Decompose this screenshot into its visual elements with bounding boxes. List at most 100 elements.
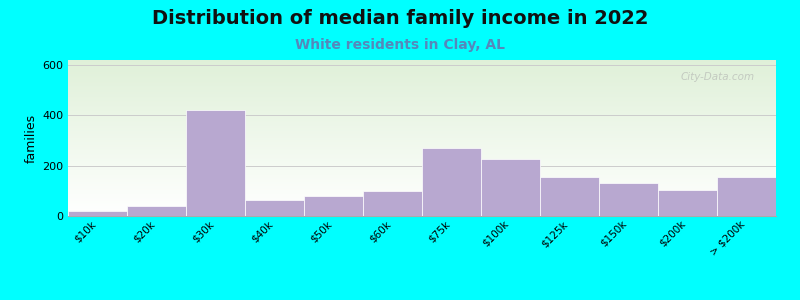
Bar [68,109,776,110]
Bar [68,213,776,214]
Bar [68,119,776,120]
Bar [68,96,776,97]
Bar [68,84,776,85]
Bar [68,142,776,143]
Bar [68,173,776,174]
Bar [68,79,776,80]
Bar [68,180,776,181]
Bar [68,158,776,159]
Bar [68,131,776,132]
Bar [68,148,776,149]
Bar [68,189,776,190]
Bar [68,115,776,116]
Bar [68,211,776,212]
Bar [68,170,776,171]
Bar [68,111,776,112]
Bar [68,204,776,205]
Bar [68,97,776,98]
Bar [481,159,540,216]
Text: White residents in Clay, AL: White residents in Clay, AL [295,38,505,52]
Bar [68,134,776,135]
Bar [68,188,776,189]
Bar [68,81,776,82]
Bar [68,75,776,76]
Bar [68,192,776,193]
Bar [68,70,776,71]
Bar [68,187,776,188]
Bar [68,89,776,90]
Bar [68,164,776,165]
Bar [68,103,776,104]
Bar [68,174,776,175]
Bar [68,61,776,62]
Bar [717,177,776,216]
Bar [68,163,776,164]
Bar [68,153,776,154]
Bar [68,200,776,201]
Bar [245,200,304,216]
Bar [186,110,245,216]
Bar [68,92,776,93]
Bar [68,202,776,203]
Bar [68,155,776,156]
Bar [68,83,776,84]
Bar [68,86,776,87]
Bar [68,185,776,186]
Bar [68,129,776,130]
Bar [68,104,776,105]
Bar [68,71,776,72]
Bar [304,196,363,216]
Bar [68,63,776,64]
Bar [68,102,776,103]
Bar [68,144,776,145]
Bar [68,157,776,158]
Bar [422,148,481,216]
Bar [68,100,776,101]
Bar [68,67,776,68]
Bar [68,159,776,160]
Bar [68,214,776,215]
Bar [68,117,776,118]
Bar [68,156,776,157]
Text: Distribution of median family income in 2022: Distribution of median family income in … [152,9,648,28]
Bar [68,162,776,163]
Bar [68,94,776,95]
Bar [68,168,776,169]
Bar [68,122,776,123]
Bar [68,198,776,199]
Bar [68,207,776,208]
Bar [68,179,776,180]
Bar [68,137,776,138]
Bar [68,215,776,216]
Bar [68,167,776,168]
Bar [127,206,186,216]
Bar [68,128,776,129]
Bar [68,199,776,200]
Bar [68,113,776,114]
Bar [68,98,776,99]
Bar [68,72,776,73]
Bar [68,143,776,144]
Bar [68,182,776,183]
Bar [599,183,658,216]
Bar [68,190,776,191]
Bar [68,160,776,161]
Bar [68,132,776,133]
Bar [68,69,776,70]
Bar [68,208,776,209]
Bar [68,146,776,147]
Bar [68,197,776,198]
Bar [68,123,776,124]
Bar [68,201,776,202]
Bar [68,151,776,152]
Bar [68,169,776,170]
Bar [68,118,776,119]
Bar [68,116,776,117]
Bar [68,60,776,61]
Bar [68,176,776,177]
Bar [68,77,776,78]
Text: City-Data.com: City-Data.com [681,73,754,82]
Bar [68,114,776,115]
Bar [68,149,776,150]
Bar [68,80,776,81]
